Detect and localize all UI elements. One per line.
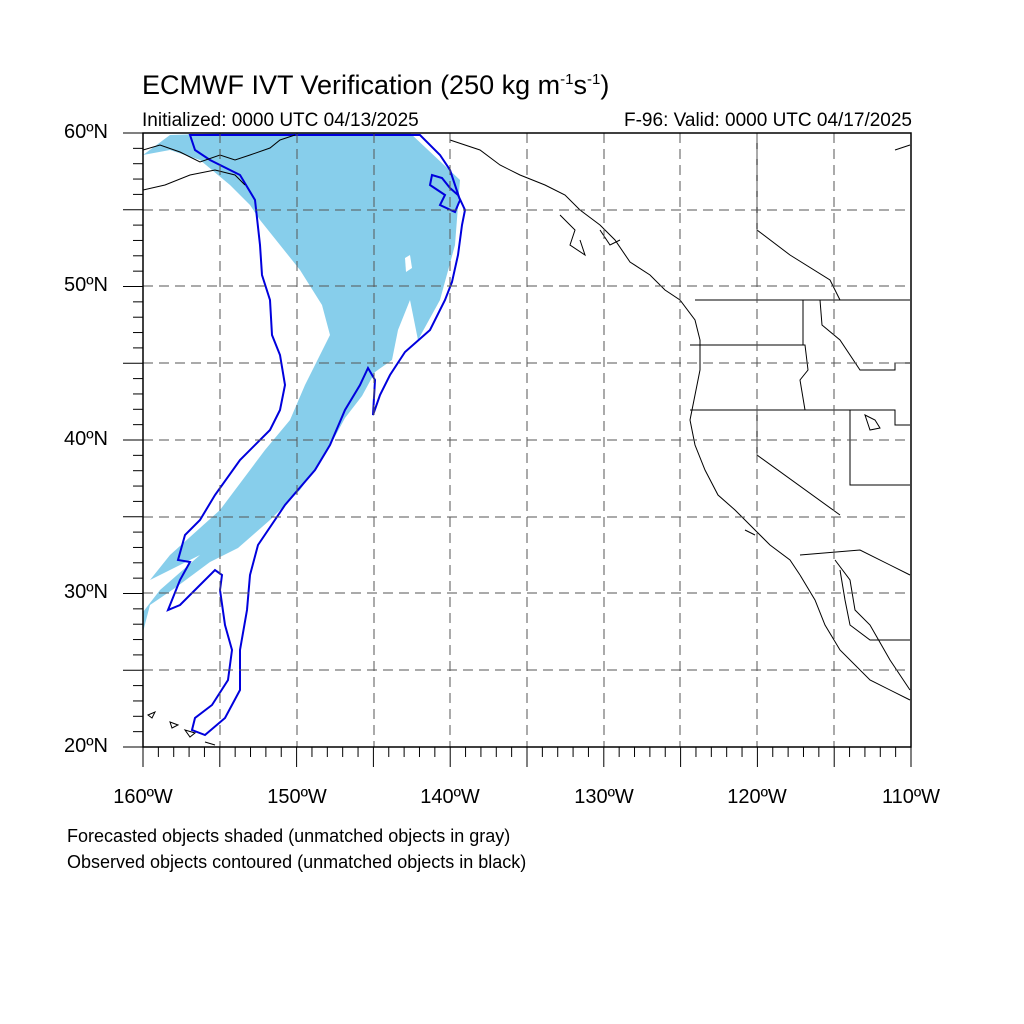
axis-ticks xyxy=(123,132,912,767)
lon-label-140w: 140ºW xyxy=(420,786,480,808)
title-end: ) xyxy=(600,70,610,100)
title-sup-1: -1 xyxy=(560,71,574,88)
lon-label-130w: 130ºW xyxy=(574,786,634,808)
legend-forecast-note: Forecasted objects shaded (unmatched obj… xyxy=(67,826,511,846)
lon-label-110w: 110ºW xyxy=(881,786,941,808)
lat-label-20: 20ºN xyxy=(64,735,108,757)
lon-label-160w: 160ºW xyxy=(113,786,173,808)
graticule xyxy=(143,133,911,747)
lat-label-60: 60ºN xyxy=(64,121,108,143)
lat-label-30: 30ºN xyxy=(64,581,108,603)
legend-observed-note: Observed objects contoured (unmatched ob… xyxy=(67,852,527,872)
lat-label-40: 40ºN xyxy=(64,428,108,450)
title-sup-2: -1 xyxy=(586,71,601,88)
forecast-object-shade xyxy=(143,133,460,632)
forecast-hole-1 xyxy=(405,255,412,272)
initialized-label: Initialized: 0000 UTC 04/13/2025 xyxy=(142,110,419,131)
title-text: ECMWF IVT Verification (250 kg m xyxy=(142,70,561,100)
lon-label-150w: 150ºW xyxy=(267,786,327,808)
title-mid: s xyxy=(573,70,587,100)
lon-label-120w: 120ºW xyxy=(727,786,787,808)
map-title: ECMWF IVT Verification (250 kg m-1s-1) xyxy=(142,70,609,101)
coastlines xyxy=(143,133,911,746)
valid-label: F-96: Valid: 0000 UTC 04/17/2025 xyxy=(624,110,912,131)
lat-label-50: 50ºN xyxy=(64,274,108,296)
